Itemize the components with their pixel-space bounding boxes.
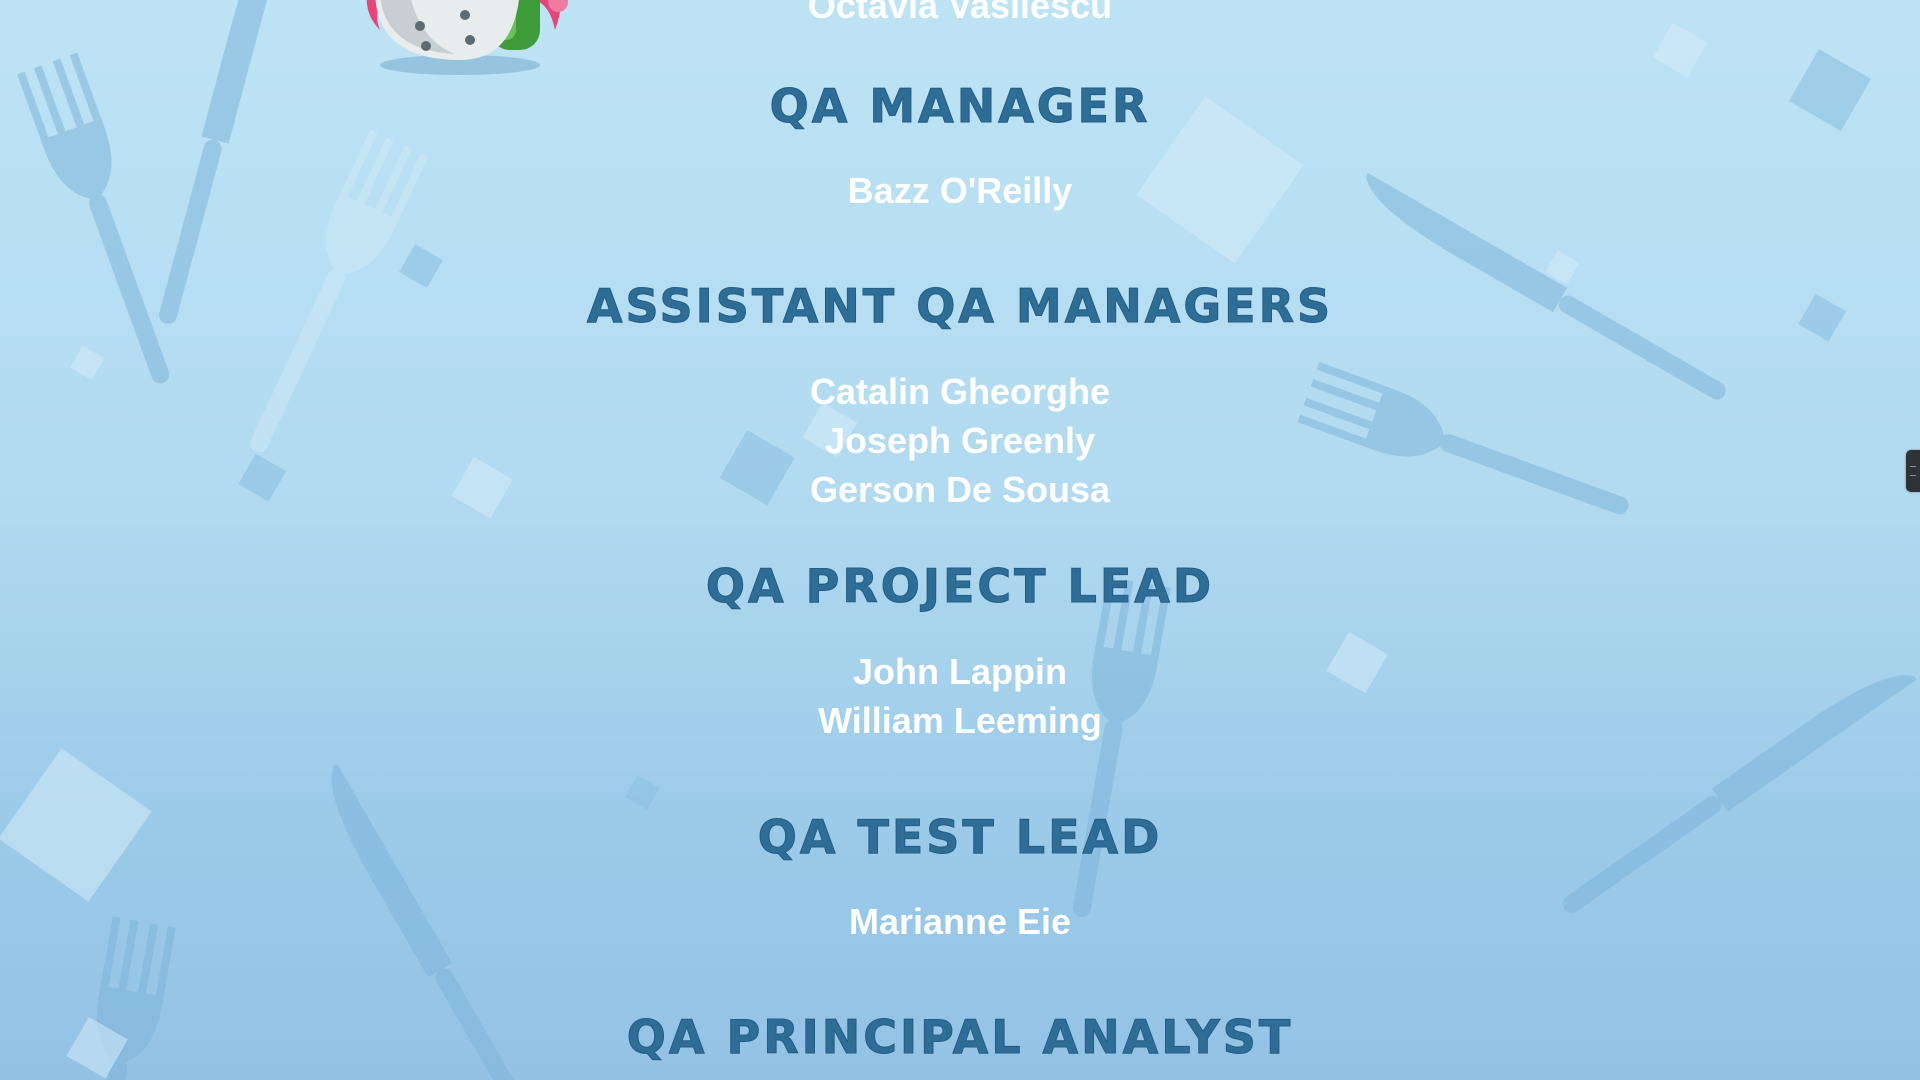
names-qa-project-lead: John Lappin William Leeming (0, 647, 1920, 745)
credit-name: Catalin Gheorghe (809, 371, 1111, 412)
heading-assistant-qa-managers: Assistant QA Managers (586, 279, 1334, 334)
side-panel-handle[interactable] (1906, 450, 1920, 492)
names-assistant-qa-managers: Catalin Gheorghe Joseph Greenly Gerson D… (0, 367, 1920, 514)
credit-name: Bazz O'Reilly (847, 170, 1073, 211)
credit-name: William Leeming (818, 700, 1102, 741)
credit-name: Gerson De Sousa (809, 469, 1111, 510)
heading-qa-principal-analyst: QA Principal Analyst (626, 1010, 1294, 1065)
credit-name-cut-off: Octavia Vasilescu (807, 0, 1113, 26)
credit-name: Marianne Eie (848, 901, 1072, 942)
heading-qa-manager: QA Manager (769, 79, 1151, 134)
heading-qa-test-lead: QA Test Lead (757, 810, 1163, 865)
chef-mascot-icon (366, 0, 568, 75)
heading-qa-project-lead: QA Project Lead (705, 559, 1215, 614)
names-qa-manager: Bazz O'Reilly (0, 166, 1920, 215)
credit-name: John Lappin (853, 651, 1067, 692)
credit-name: Joseph Greenly (824, 420, 1096, 461)
names-qa-test-lead: Marianne Eie (0, 897, 1920, 946)
